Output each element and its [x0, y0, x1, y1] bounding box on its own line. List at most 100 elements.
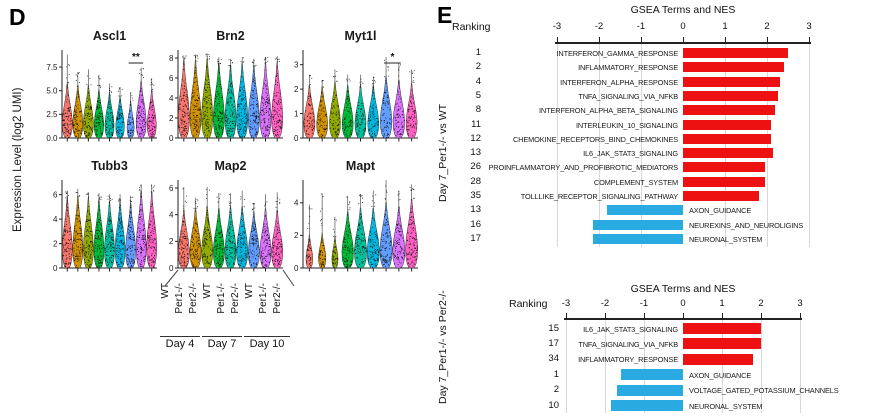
gridline [605, 318, 606, 413]
gsea-term-label: NEURONAL_SYSTEM [689, 234, 763, 244]
gsea-ranking-value: 1 [475, 47, 481, 58]
violin-title-myt1l: Myt1l [344, 29, 377, 43]
violin-body [259, 62, 272, 139]
violin-title-ascl1: Ascl1 [92, 29, 127, 43]
gsea-bar [683, 105, 776, 116]
gsea-bar [683, 162, 765, 173]
gsea-bar [683, 76, 780, 87]
violin-body [341, 211, 354, 269]
x-tick-label: -1 [636, 21, 646, 32]
x-axis-line [555, 42, 811, 44]
gsea-ranking-value: 34 [548, 353, 559, 365]
gsea-bar [592, 233, 683, 244]
violin-title-brn2: Brn2 [216, 29, 245, 43]
gsea-ranking-value: 12 [470, 132, 481, 144]
violin-body [104, 91, 115, 139]
violin-body [405, 83, 418, 139]
gsea-bar [616, 384, 683, 396]
gsea-term-label: COMPLEMENT_SYSTEM [593, 177, 678, 187]
violin-body [135, 80, 147, 139]
gsea-ranking-value: 4 [475, 75, 481, 87]
x-tick-label: 2 [764, 21, 770, 32]
x-tick-label: -2 [594, 21, 604, 32]
violin-body [93, 89, 105, 139]
day-label-2: Day 7 [202, 336, 242, 350]
y-tick-label: 7.5 [46, 63, 58, 72]
x-tick-label: 2 [758, 298, 764, 309]
violin-body [212, 62, 225, 139]
x-tick-mark [683, 313, 684, 318]
gsea-bar [610, 400, 683, 411]
violin-body [405, 199, 418, 269]
day-label-1: Day 4 [160, 336, 200, 350]
violin-body [61, 197, 73, 269]
y-tick-label: 0 [53, 264, 58, 273]
x-tick-mark [809, 37, 810, 42]
x-tick-label: 1 [719, 298, 725, 309]
gsea-term-label: IL6_JAK_STAT3_SIGNALING [583, 324, 678, 334]
gsea-term-label: NEURONAL_SYSTEM [689, 401, 763, 411]
gsea-term-label: INTERLEUKIN_10_SIGNALING [576, 120, 678, 130]
violin-body [61, 83, 73, 139]
violin-body [201, 206, 214, 269]
y-tick-label: 2 [169, 114, 174, 123]
gsea-bar [683, 90, 778, 101]
gsea-ranking-value: 17 [548, 337, 559, 349]
gsea-term-label: AXON_GUIDANCE [689, 206, 752, 216]
y-tick-label: 2 [294, 231, 299, 240]
violin-plot-ascl1: 0.0 2.5 5.0 7.5 ** [46, 50, 157, 143]
gsea-term-label: INTERFERON_GAMMA_RESPONSE [556, 49, 678, 58]
x-tick-label: -3 [552, 21, 562, 32]
gsea-chart-top: GSEA Terms and NES Ranking Day 7_Per1-/- v… [437, 0, 881, 260]
gsea-bar [683, 176, 765, 187]
violin-body [201, 58, 214, 139]
day-label-3: Day 10 [244, 336, 290, 350]
violin-body [189, 60, 202, 139]
y-tick-label: 6 [169, 184, 174, 193]
x-tick-mark [722, 313, 723, 318]
gridline [557, 42, 558, 247]
y-tick-label: 4 [53, 215, 58, 224]
gsea-ranking-value: 28 [470, 175, 481, 187]
y-tick-label: 3 [294, 60, 299, 69]
y-tick-label: 2 [294, 85, 299, 94]
violin-body [177, 209, 190, 269]
gsea-term-label: TNFA_SIGNALING_VIA_NFKB [578, 339, 678, 349]
y-tick-label: 4 [169, 210, 174, 219]
gsea-ranking-value: 1 [553, 368, 559, 380]
violin-body [316, 86, 328, 139]
violin-body [259, 207, 272, 269]
gridline [641, 42, 642, 247]
y-tick-label: 2 [169, 237, 174, 246]
x-tick-mark [761, 313, 762, 318]
y-tick-label: 4 [294, 199, 299, 208]
gsea-ranking-value: 11 [471, 118, 481, 130]
gsea-term-label: INTERFERON_ALPHA_RESPONSE [560, 77, 678, 87]
violin-body [125, 202, 136, 269]
x-tick-mark [644, 313, 645, 318]
gsea-ranking-header: Ranking [509, 298, 548, 310]
violin-plot-brn2: 0 2 4 6 8 [169, 50, 284, 143]
gridline [800, 318, 801, 413]
x-tick-mark [725, 37, 726, 42]
violin-grid: Ascl1 0.0 2.5 5.0 7.5 ** Brn2 0 2 4 6 8 Myt1l 0 1 2 3 * Tu… [0, 0, 437, 280]
y-tick-label: 0 [294, 134, 299, 143]
gsea-chart-title: GSEA Terms and NES [630, 283, 736, 295]
y-tick-label: 5.0 [46, 86, 58, 95]
y-tick-label: 0 [294, 264, 299, 273]
x-tick-label: 0 [680, 298, 686, 309]
gridline [722, 318, 723, 413]
violin-title-map2: Map2 [214, 159, 247, 173]
y-tick-label: 2 [53, 239, 58, 248]
gridline [809, 42, 810, 247]
x-tick-label: -2 [600, 298, 610, 309]
x-tick-mark [767, 37, 768, 42]
gsea-term-label: PROINFLAMMATORY_AND_PROFIBROTIC_MEDIATOR… [488, 163, 679, 173]
violin-body [236, 206, 249, 269]
violin-title-mapt: Mapt [345, 159, 376, 173]
x-tick-mark [800, 313, 801, 318]
gsea-ranking-value: 15 [548, 322, 559, 334]
significance-stars: * [390, 52, 394, 63]
y-tick-label: 0 [169, 264, 174, 273]
